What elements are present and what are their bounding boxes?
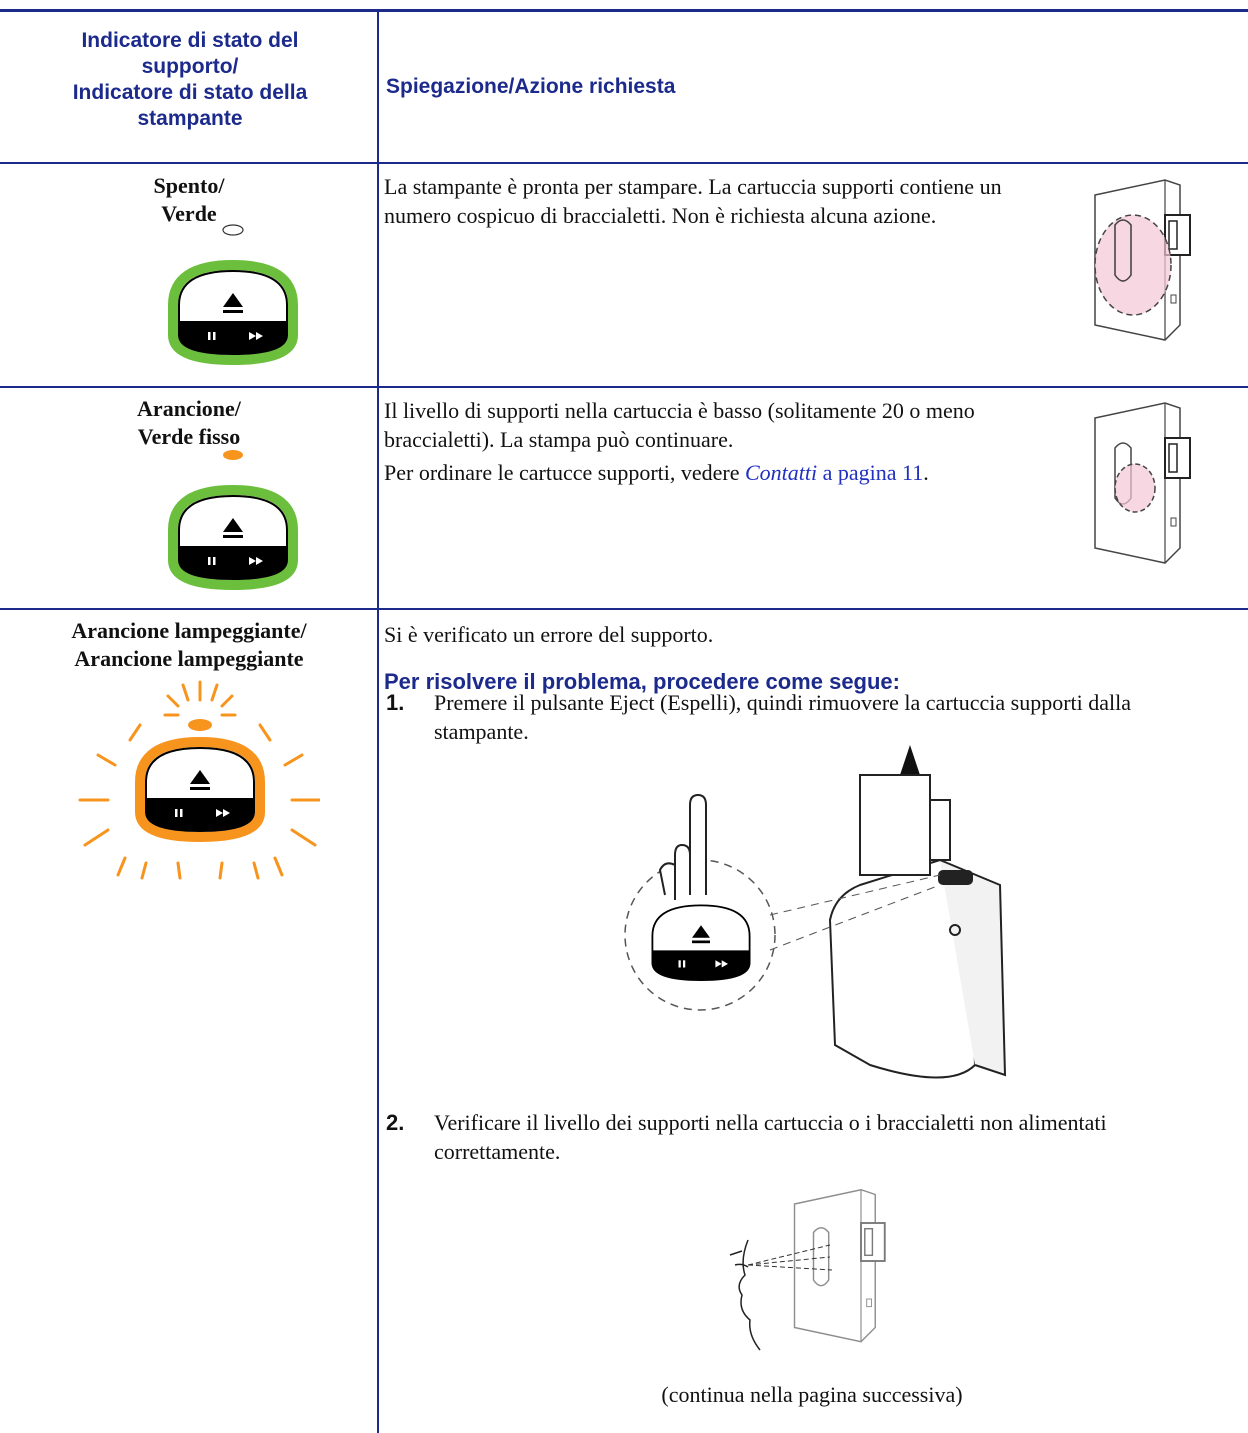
page-link[interactable]: a pagina 11 bbox=[817, 460, 924, 485]
explanation: La stampante è pronta per stampare. La c… bbox=[384, 174, 1002, 228]
paragraph: Si è verificato un errore del supporto. bbox=[384, 622, 714, 647]
paragraph: Il livello di supporti nella cartuccia è… bbox=[384, 398, 975, 452]
cartridge-illustration bbox=[1094, 179, 1191, 341]
step-text: Verificare il livello dei supporti nella… bbox=[434, 1110, 1107, 1164]
paragraph: Per ordinare le cartucce supporti, veder… bbox=[384, 458, 1104, 487]
header-line: Indicatore di stato del supporto/ bbox=[81, 29, 299, 78]
status-line: Arancione/ bbox=[137, 396, 241, 421]
status-cell: Arancione/ Verde fisso bbox=[0, 395, 378, 451]
row-rule bbox=[0, 162, 1248, 164]
procedure-heading: Per risolvere il problema, procedere com… bbox=[384, 669, 900, 694]
step: 1. Premere il pulsante Eject (Espelli), … bbox=[386, 688, 1206, 746]
status-line: Verde fisso bbox=[137, 424, 241, 449]
header-line: Indicatore di stato della stampante bbox=[72, 81, 308, 130]
status-cell: Spento/ Verde bbox=[0, 172, 378, 228]
row-rule bbox=[0, 386, 1248, 388]
link[interactable]: Contatti bbox=[745, 460, 817, 485]
status-line: Verde bbox=[161, 201, 217, 226]
top-rule bbox=[0, 9, 1248, 12]
status-cell: Arancione lampeggiante/ Arancione lampeg… bbox=[0, 617, 378, 673]
step-number: 1. bbox=[386, 690, 405, 715]
flashing-panel-illustration bbox=[78, 680, 320, 880]
row-rule bbox=[0, 608, 1248, 610]
step-text: Premere il pulsante Eject (Espelli), qui… bbox=[434, 690, 1132, 744]
inspection-illustration bbox=[729, 1188, 886, 1351]
header-cell: Indicatore di stato del supporto/ Indica… bbox=[40, 28, 340, 132]
continuation-note: (continua nella pagina successiva) bbox=[661, 1382, 963, 1407]
panel-illustration bbox=[158, 450, 308, 605]
step-number: 2. bbox=[386, 1110, 405, 1135]
cartridge-illustration bbox=[1094, 402, 1191, 564]
column-rule bbox=[377, 10, 379, 1433]
panel-illustration bbox=[158, 224, 308, 380]
header-cell: Spiegazione/Azione richiesta bbox=[386, 75, 676, 98]
status-line: Arancione lampeggiante/ bbox=[71, 618, 307, 643]
link-text[interactable]: Contatti bbox=[745, 460, 818, 485]
text: . bbox=[923, 460, 929, 485]
text: Per ordinare le cartucce supporti, veder… bbox=[384, 460, 745, 485]
status-line: Spento/ bbox=[153, 173, 225, 198]
step: 2. Verificare il livello dei supporti ne… bbox=[386, 1108, 1206, 1166]
printer-illustration bbox=[624, 745, 1007, 1079]
status-line: Arancione lampeggiante bbox=[74, 646, 304, 671]
explanation: Il livello di supporti nella cartuccia è… bbox=[384, 396, 1034, 487]
explanation: Si è verificato un errore del supporto. … bbox=[384, 620, 1234, 696]
